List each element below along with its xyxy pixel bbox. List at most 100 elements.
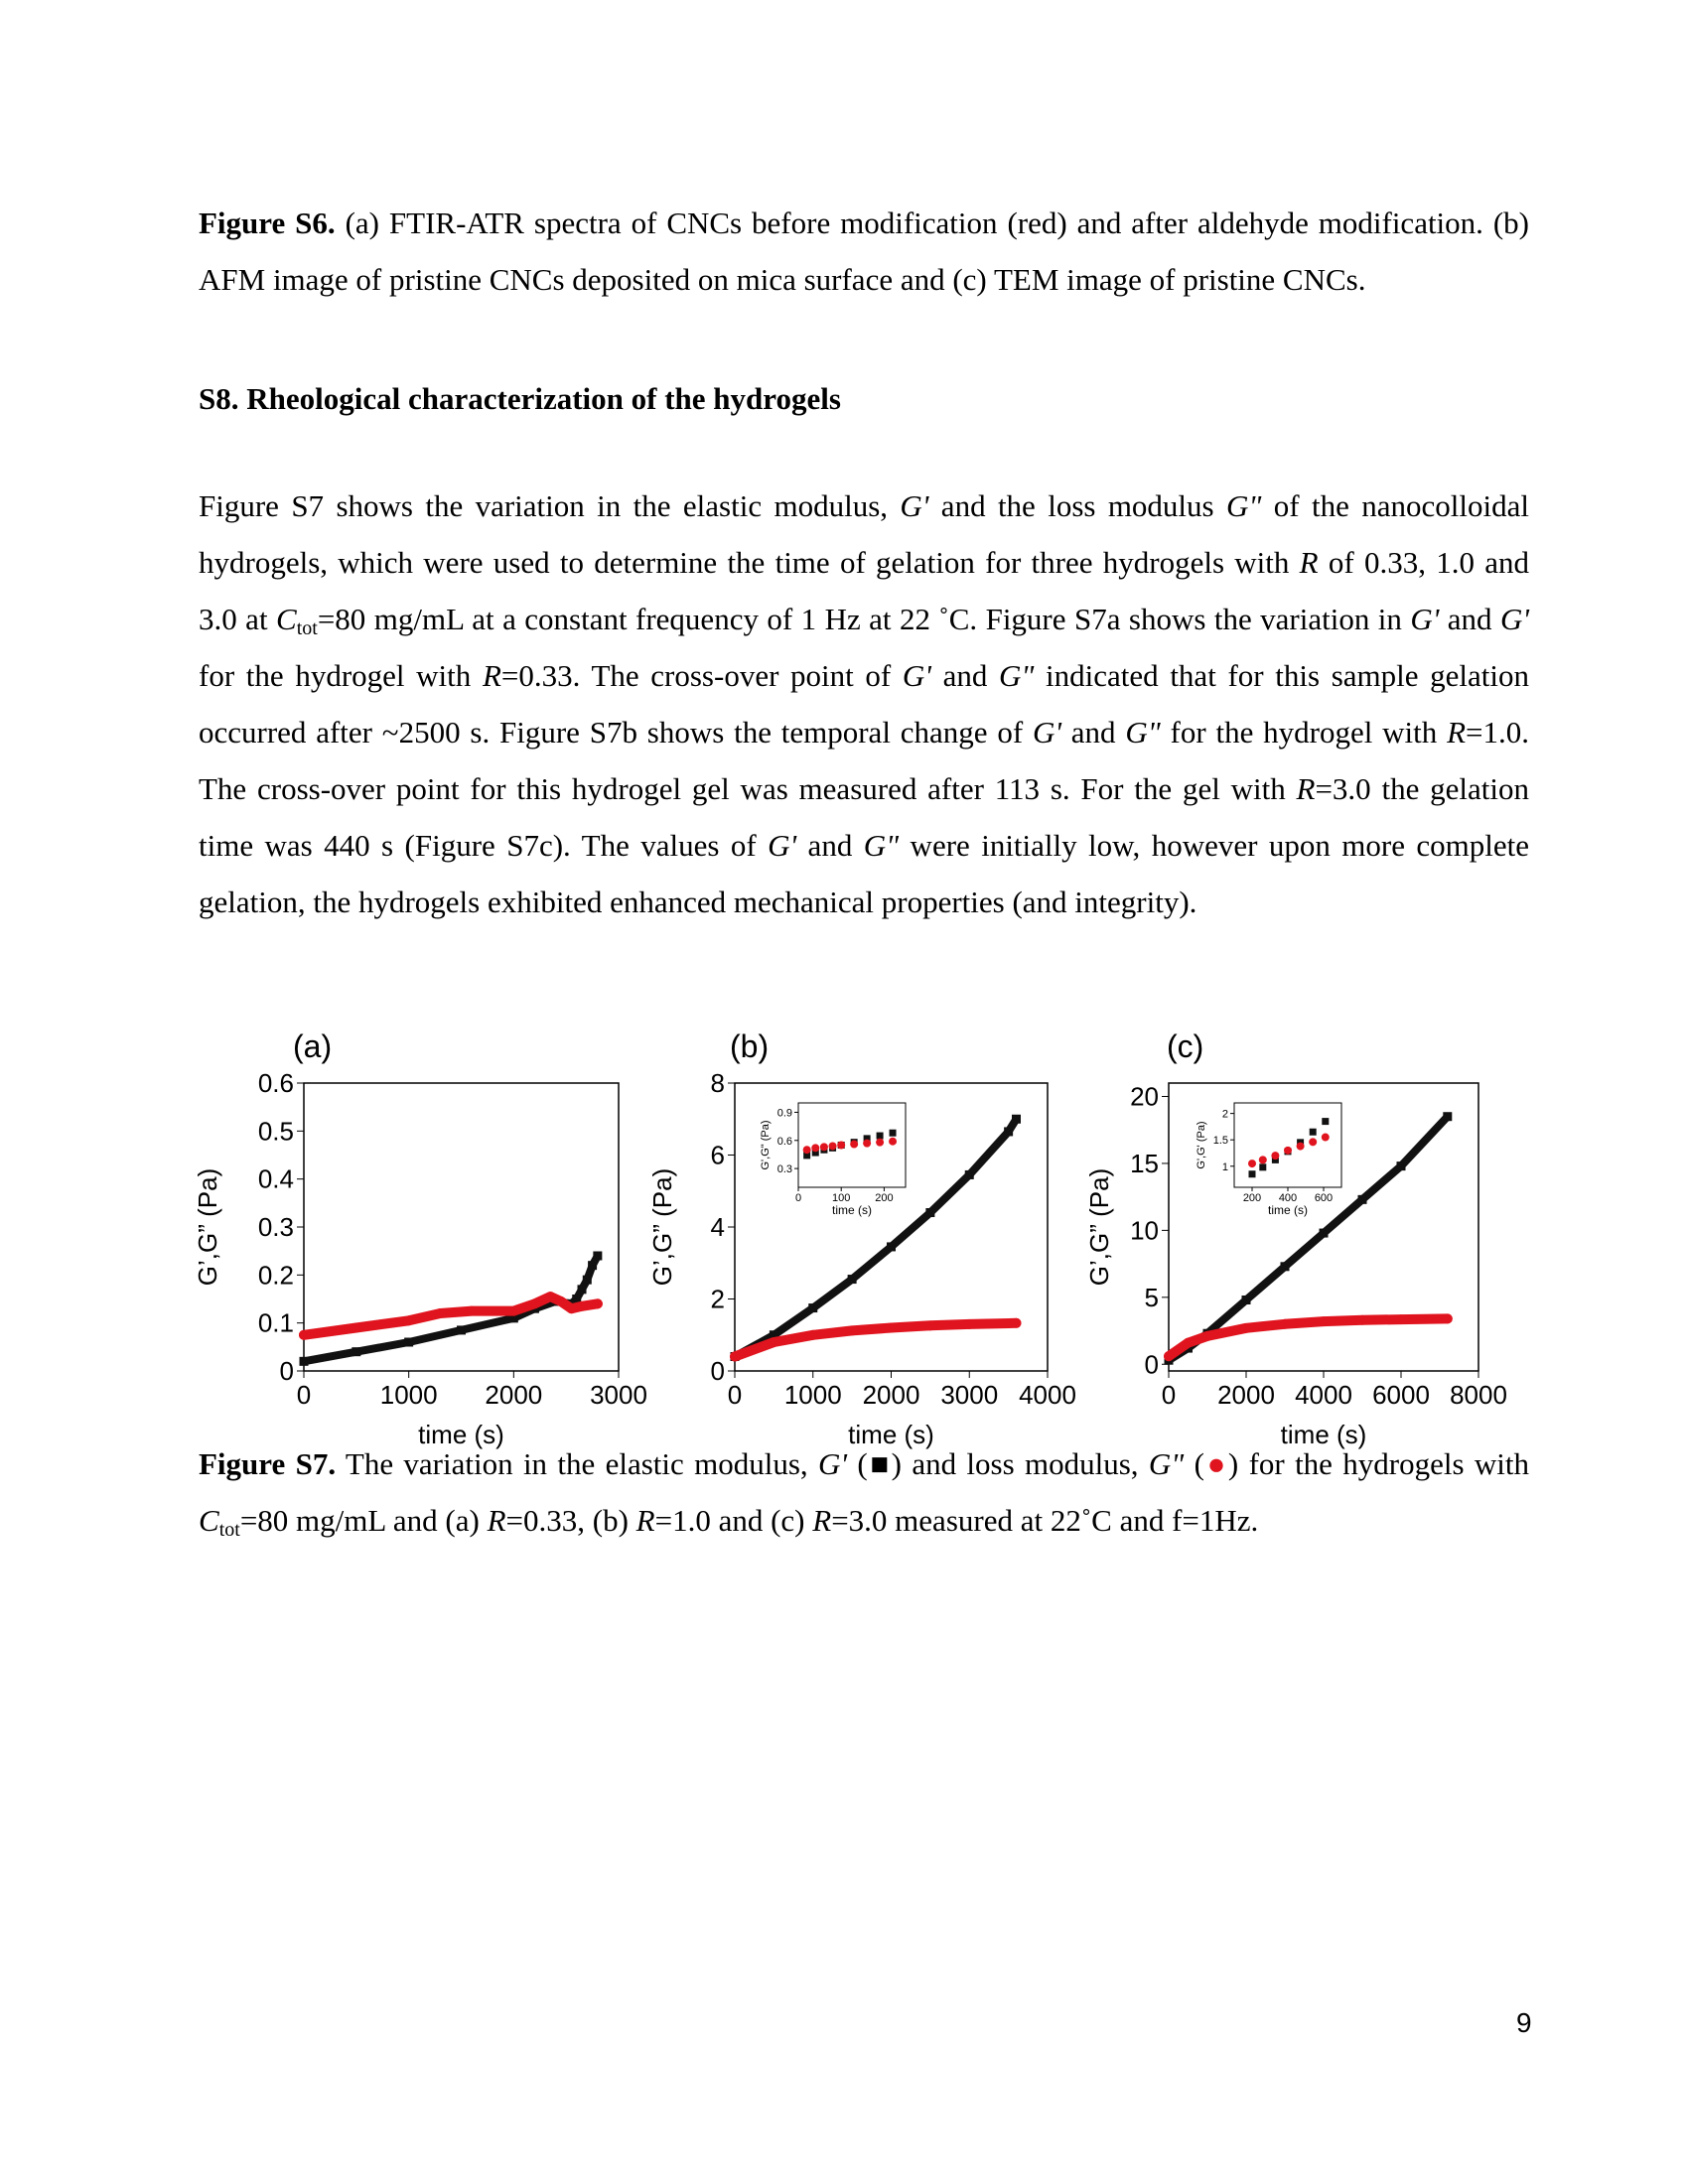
data-point-circle	[1248, 1160, 1256, 1168]
caption-text: =3.0 measured at 22˚C and f=1Hz.	[831, 1503, 1259, 1538]
y-tick-label: 5	[1145, 1283, 1159, 1312]
y-tick-label: 1	[1222, 1161, 1228, 1173]
data-point-circle	[811, 1144, 820, 1153]
caption-text: =1.0 and (c)	[654, 1503, 813, 1538]
y-tick-label: 2	[711, 1285, 725, 1314]
series-trace	[299, 1292, 603, 1340]
symbol-r: R	[812, 1503, 832, 1538]
page-number: 9	[1516, 2007, 1532, 2038]
series-trace	[730, 1317, 1022, 1362]
data-point-circle	[1309, 1138, 1318, 1147]
data-point-circle	[889, 1137, 898, 1146]
symbol-c: C	[276, 602, 297, 636]
y-tick-label: 0	[711, 1356, 725, 1386]
y-tick-label: 2	[1222, 1109, 1228, 1121]
caption-text: The variation in the elastic modulus,	[336, 1446, 819, 1481]
caption-s6-label: Figure S6.	[199, 205, 336, 240]
y-tick-label: 0.4	[258, 1164, 294, 1194]
symbol-g-prime: G'	[900, 488, 929, 523]
x-tick-label: 6000	[1372, 1380, 1430, 1410]
x-tick-label: 600	[1315, 1192, 1333, 1204]
caption-text: (	[1184, 1446, 1204, 1481]
y-tick-label: 0.3	[777, 1163, 792, 1175]
data-point-square	[889, 1129, 897, 1137]
para-text: and	[1439, 602, 1500, 636]
x-tick-label: 3000	[590, 1380, 647, 1410]
data-point-square	[863, 1135, 871, 1143]
symbol-r: R	[1447, 715, 1467, 750]
y-tick-label: 0.6	[258, 1068, 294, 1098]
x-axis-label: time (s)	[1281, 1420, 1367, 1449]
data-point-circle	[863, 1139, 872, 1148]
data-point-square	[803, 1152, 811, 1160]
x-tick-label: 2000	[485, 1380, 542, 1410]
caption-text: =80 mg/mL and (a)	[239, 1503, 488, 1538]
data-point-circle	[1296, 1142, 1305, 1151]
para-text: =3.0 the gelation time was 440 s (Figure…	[199, 771, 1529, 863]
y-tick-label: 0.1	[258, 1308, 294, 1338]
symbol-r: R	[487, 1503, 506, 1538]
black-square-marker-icon: ■	[867, 1446, 892, 1481]
symbol-g-prime: G'	[902, 658, 931, 693]
body-paragraph: Figure S7 shows the variation in the ela…	[199, 478, 1529, 930]
para-text: for the hydrogel with	[1160, 715, 1448, 750]
x-tick-label: 0	[728, 1380, 742, 1410]
symbol-c: C	[199, 1503, 219, 1538]
data-point-square	[1259, 1163, 1267, 1171]
y-tick-label: 0.5	[258, 1116, 294, 1146]
figure-s7-plots: 0 1000 2000 3000 0 0.1 0.2 0.3 0.4 0.5 0.6 time (s)…	[179, 1013, 1549, 1459]
caption-text: =0.33, (b)	[505, 1503, 636, 1538]
y-tick-label: 0	[1145, 1349, 1159, 1379]
para-text: and the loss modulus	[928, 488, 1226, 523]
symbol-g-prime: G'	[818, 1446, 848, 1481]
symbol-r: R	[482, 658, 501, 693]
y-tick-label: 0.3	[258, 1212, 294, 1242]
para-text: Figure S7 shows the variation in the ela…	[199, 488, 901, 523]
series-trace	[731, 1115, 1021, 1361]
caption-figure-s7: Figure S7. The variation in the elastic …	[199, 1435, 1529, 1549]
data-point-circle	[1258, 1156, 1267, 1164]
caption-figure-s6: Figure S6. (a) FTIR-ATR spectra of CNCs …	[199, 195, 1529, 308]
data-point-square	[811, 1149, 819, 1157]
data-point-square	[1248, 1170, 1256, 1178]
x-tick-label: 2000	[1217, 1380, 1275, 1410]
para-text: of 0.33, 1.0 and 3.0 at	[199, 545, 1529, 636]
para-text: and	[1060, 715, 1126, 750]
x-tick-label: 0	[297, 1380, 311, 1410]
para-text: and	[796, 828, 864, 863]
x-tick-label: 2000	[863, 1380, 920, 1410]
data-point-circle	[828, 1142, 837, 1151]
para-text: of the nanocolloidal hydrogels, which we…	[199, 488, 1529, 580]
subscript-tot: tot	[218, 1519, 240, 1541]
y-tick-label: 15	[1130, 1149, 1159, 1178]
inset-x-axis-label: time (s)	[832, 1203, 872, 1217]
data-point-square	[1309, 1128, 1317, 1136]
symbol-g-double-prime: G"	[1125, 715, 1161, 750]
x-axis-label: time (s)	[418, 1420, 504, 1449]
x-tick-label: 100	[832, 1192, 850, 1204]
y-axis-label: G’,G” (Pa)	[647, 1168, 677, 1286]
caption-text: ) and loss modulus,	[891, 1446, 1149, 1481]
symbol-r: R	[635, 1503, 655, 1538]
data-point-circle	[802, 1146, 811, 1155]
inset-x-axis-label: time (s)	[1268, 1203, 1308, 1217]
y-axis-label: G’,G” (Pa)	[1084, 1168, 1114, 1286]
x-tick-label: 0	[795, 1192, 801, 1204]
x-tick-label: 200	[875, 1192, 893, 1204]
para-text: indicated that for this sample gelation …	[199, 658, 1530, 750]
symbol-r: R	[1299, 545, 1319, 580]
y-axis-label: G’,G” (Pa)	[193, 1168, 222, 1286]
x-tick-label: 200	[1243, 1192, 1261, 1204]
y-tick-label: 1.5	[1213, 1135, 1228, 1147]
symbol-g-double-prime: G"	[999, 658, 1035, 693]
panel-label: (b)	[730, 1028, 769, 1064]
data-point-circle	[1284, 1146, 1292, 1155]
panel-label: (a)	[293, 1028, 332, 1064]
series-trace	[1164, 1313, 1453, 1362]
data-point-square	[876, 1132, 884, 1140]
y-tick-label: 6	[711, 1141, 725, 1170]
symbol-g-double-prime: G"	[1226, 488, 1262, 523]
y-tick-label: 10	[1130, 1215, 1159, 1245]
symbol-g-prime: G'	[1410, 602, 1440, 636]
